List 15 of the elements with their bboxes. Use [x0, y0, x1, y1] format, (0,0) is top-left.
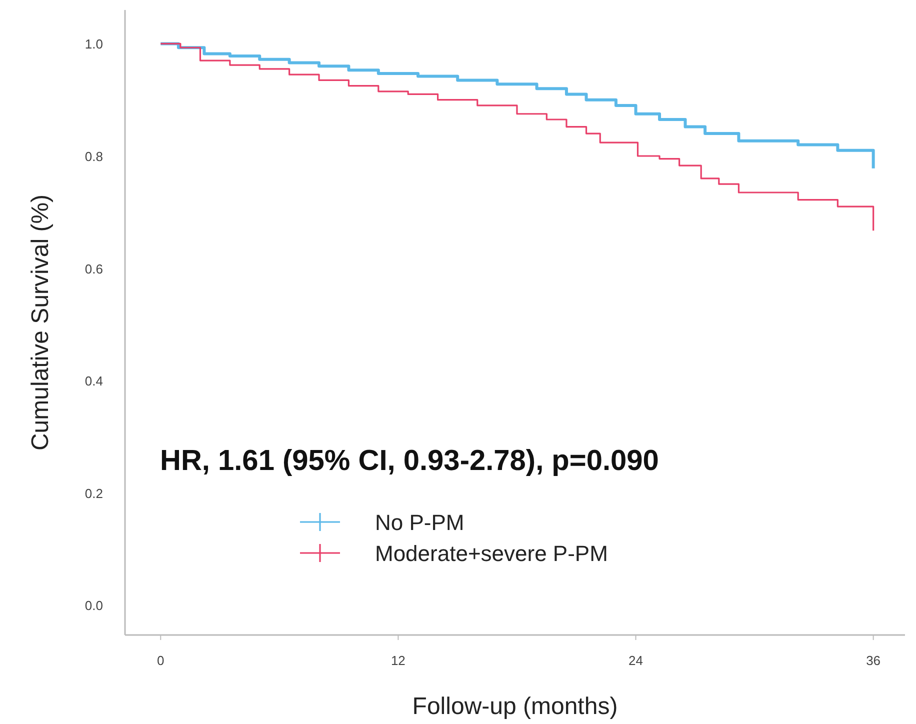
x-tick-label: 36 [866, 653, 881, 668]
y-tick-label: 0.6 [84, 261, 103, 276]
y-tick-label: 0.4 [84, 374, 103, 389]
y-tick-label: 0.0 [84, 598, 103, 614]
y-tick-label: 0.8 [84, 149, 103, 164]
x-tick-label: 12 [390, 653, 406, 668]
y-axis-title: Cumulative Survival (%) [27, 194, 54, 451]
y-tick-label: 1.0 [84, 36, 103, 52]
x-axis-title: Follow-up (months) [412, 693, 618, 720]
x-tick-label: 0 [157, 653, 164, 668]
annotation: HR, 1.61 (95% CI, 0.93-2.78), p=0.090 [160, 445, 659, 477]
legend-label: Moderate+severe P-PM [375, 541, 608, 566]
x-tick-label: 24 [628, 653, 643, 668]
legend-label: No P-PM [375, 510, 464, 535]
y-tick-label: 0.2 [84, 486, 103, 501]
